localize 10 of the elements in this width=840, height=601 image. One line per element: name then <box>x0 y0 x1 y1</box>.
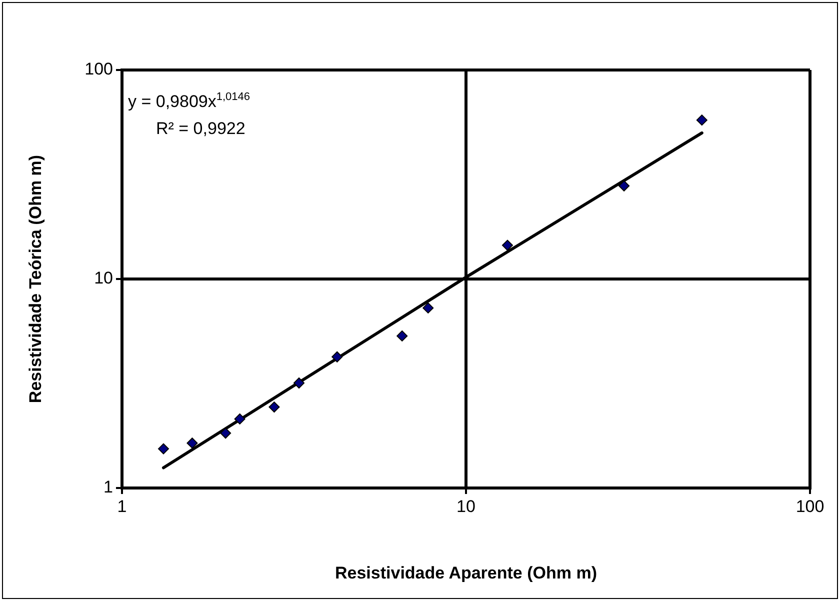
x-axis-title: Resistividade Aparente (Ohm m) <box>335 563 597 582</box>
annotation: R² = 0,9922 <box>155 118 246 140</box>
y-axis-title: Resistividade Teórica (Ohm m) <box>26 154 45 404</box>
x-tick-label: 10 <box>456 496 476 516</box>
x-tick-label: 100 <box>796 496 824 516</box>
x-tick-label: 1 <box>117 496 127 516</box>
annotation: y = 0,9809x$^{1,0146}$ <box>128 90 250 113</box>
y-tick-label: 1 <box>104 478 113 497</box>
y-tick-label: 100 <box>84 60 113 79</box>
y-tick-label: 10 <box>94 268 113 288</box>
